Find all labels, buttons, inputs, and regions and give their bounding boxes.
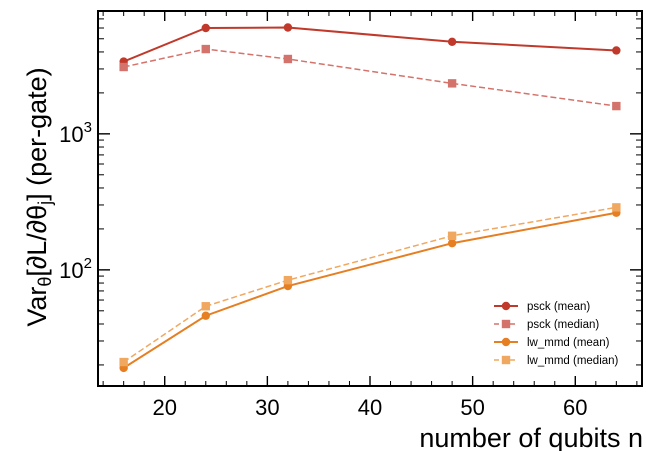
data-point [283,23,293,32]
y-tick-label: 103 [59,119,92,147]
data-point [447,79,457,88]
y-axis-title-open-sub: j [35,201,55,206]
plot-frame [97,10,643,387]
legend-item: lw_mmd (median) [494,355,619,367]
x-axis-title: number of qubits n [419,423,643,451]
data-point [447,37,457,46]
legend-marker [501,337,511,347]
x-tick-label: 20 [152,395,176,420]
data-point [447,239,457,248]
y-axis-title: Varθ[∂L/∂θj] (per-gate) [22,67,55,326]
series-0 [119,23,621,66]
legend-label: lw_mmd (mean) [527,337,610,349]
data-point [612,46,621,55]
y-tick-exp: 2 [84,255,92,272]
data-point [447,231,457,240]
x-tick-label: 50 [460,395,484,420]
legend-item: psck (median) [494,319,599,331]
series-line [123,26,617,63]
y-axis-title-var: Var [22,287,52,327]
major-ticks [98,11,642,386]
legend-item: lw_mmd (mean) [494,337,610,349]
y-tick-exp: 3 [84,119,92,136]
data-point [119,62,128,72]
x-tick-labels: 20 30 40 50 60 [152,395,587,420]
data-point [201,311,210,320]
series-1 [119,44,621,111]
data-point [283,54,293,64]
data-point [201,23,210,33]
data-point [612,203,621,212]
data-point [119,357,128,367]
series-line [123,48,617,107]
x-tick-label: 60 [563,395,587,420]
y-tick-base: 10 [59,258,83,283]
legend-marker [501,319,511,329]
series-2 [119,208,621,373]
legend-item: psck (mean) [494,301,590,313]
data-point [201,302,210,311]
legend-label: psck (mean) [527,301,590,313]
y-axis-title-close: ] (per-gate) [22,67,52,201]
y-tick-label: 102 [59,255,92,283]
series-3 [119,203,621,367]
y-tick-base: 10 [59,122,83,147]
x-tick-label: 30 [255,395,279,420]
legend: psck (mean) psck (median) lw_mmd (mean) lw_… [494,301,619,367]
legend-marker [501,301,511,311]
legend-label: lw_mmd (median) [527,355,619,367]
y-axis-title-open: [∂L/∂θ [22,205,52,277]
series-layer [119,23,621,373]
x-tick-label: 40 [358,395,382,420]
legend-marker [501,355,511,365]
data-point [283,275,293,285]
y-axis-title-var-sub: θ [35,277,55,287]
data-point [612,101,621,111]
data-point [201,44,210,54]
legend-label: psck (median) [527,319,599,331]
